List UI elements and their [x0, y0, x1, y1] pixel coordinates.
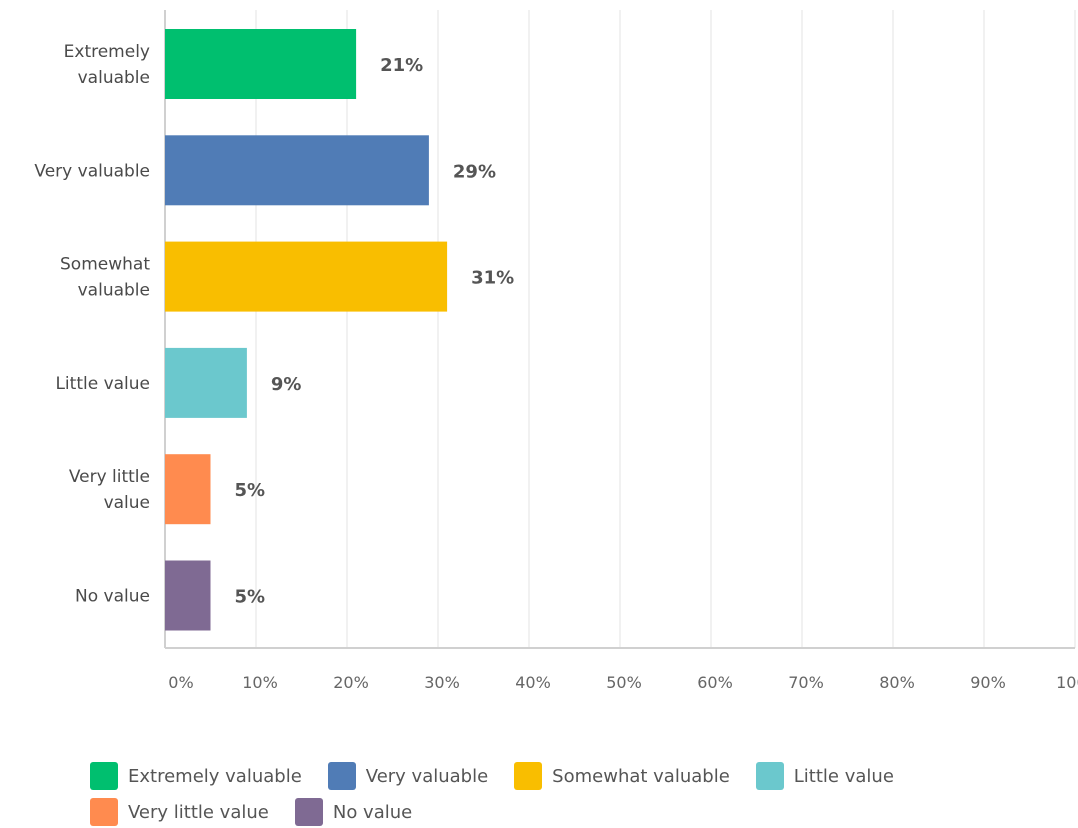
value-labels: 21% 29% 31% 9% 5% 5%	[235, 55, 515, 608]
category-label: No value	[75, 587, 150, 607]
legend-label: Somewhat valuable	[552, 765, 730, 787]
bar-1	[165, 29, 357, 99]
value-label: 31%	[471, 268, 514, 289]
category-labels: Extremely valuable Very valuable Somewhat va…	[34, 42, 150, 607]
bar-3	[165, 241, 448, 312]
bar-4	[165, 347, 247, 418]
category-label-line: Extremely	[64, 42, 150, 62]
category-label-line: value	[104, 493, 150, 513]
x-tick-label: 90%	[970, 673, 1006, 692]
category-label-line: valuable	[78, 68, 150, 88]
x-tick-label: 100%	[1056, 673, 1078, 692]
x-tick-label: 20%	[333, 673, 369, 692]
value-label: 29%	[453, 161, 496, 182]
legend-item: Very little value	[90, 796, 269, 828]
value-label: 5%	[235, 587, 266, 608]
grid	[164, 10, 1076, 649]
legend-item: Very valuable	[327, 760, 489, 792]
x-tick-label: 70%	[788, 673, 824, 692]
category-label: Very little value	[69, 467, 150, 513]
category-label-line: Very little	[69, 467, 150, 487]
legend-swatch	[90, 762, 118, 790]
legend-item: Little value	[755, 760, 894, 792]
category-label-line: Somewhat	[60, 255, 150, 275]
bars	[165, 29, 448, 631]
category-label: Very valuable	[34, 161, 150, 181]
x-tick-label: 40%	[515, 673, 551, 692]
legend-label: No value	[332, 801, 413, 823]
x-axis-ticks: 0% 10% 20% 30% 40% 50% 60% 70% 80% 90% 100%	[168, 673, 1078, 692]
x-tick-label: 10%	[242, 673, 278, 692]
legend-label: Little value	[793, 765, 894, 787]
category-label-line: Very valuable	[34, 161, 150, 181]
bar-2	[165, 135, 429, 206]
category-label-line: Little value	[55, 374, 150, 394]
chart-legend: Extremely valuable Very valuable Somewhat …	[90, 760, 990, 828]
category-label: Extremely valuable	[64, 42, 150, 88]
bar-chart: Extremely valuable Very valuable Somewhat va…	[34, 10, 1078, 692]
value-label: 21%	[380, 55, 423, 76]
legend-item: Extremely valuable	[90, 760, 302, 792]
legend-swatch	[294, 798, 323, 826]
legend-swatch	[327, 762, 356, 790]
category-label: Somewhat valuable	[60, 255, 150, 301]
legend-label: Extremely valuable	[128, 765, 302, 787]
legend-label: Very valuable	[365, 765, 489, 787]
category-label-line: No value	[75, 587, 150, 607]
value-label: 5%	[235, 480, 266, 501]
bar-6	[165, 560, 211, 631]
value-label: 9%	[271, 374, 302, 395]
legend-item: Somewhat valuable	[514, 760, 730, 792]
legend-swatch	[514, 762, 543, 790]
legend-label: Very little value	[128, 801, 269, 823]
x-tick-label: 50%	[606, 673, 642, 692]
legend-item: No value	[294, 796, 413, 828]
bar-5	[165, 454, 211, 525]
legend-swatch	[755, 762, 784, 790]
category-label-line: valuable	[78, 281, 150, 301]
x-tick-label: 30%	[424, 673, 460, 692]
x-tick-label: 60%	[697, 673, 733, 692]
legend-swatch	[90, 798, 118, 826]
category-label: Little value	[55, 374, 150, 394]
x-tick-label: 0%	[168, 673, 193, 692]
x-tick-label: 80%	[879, 673, 915, 692]
